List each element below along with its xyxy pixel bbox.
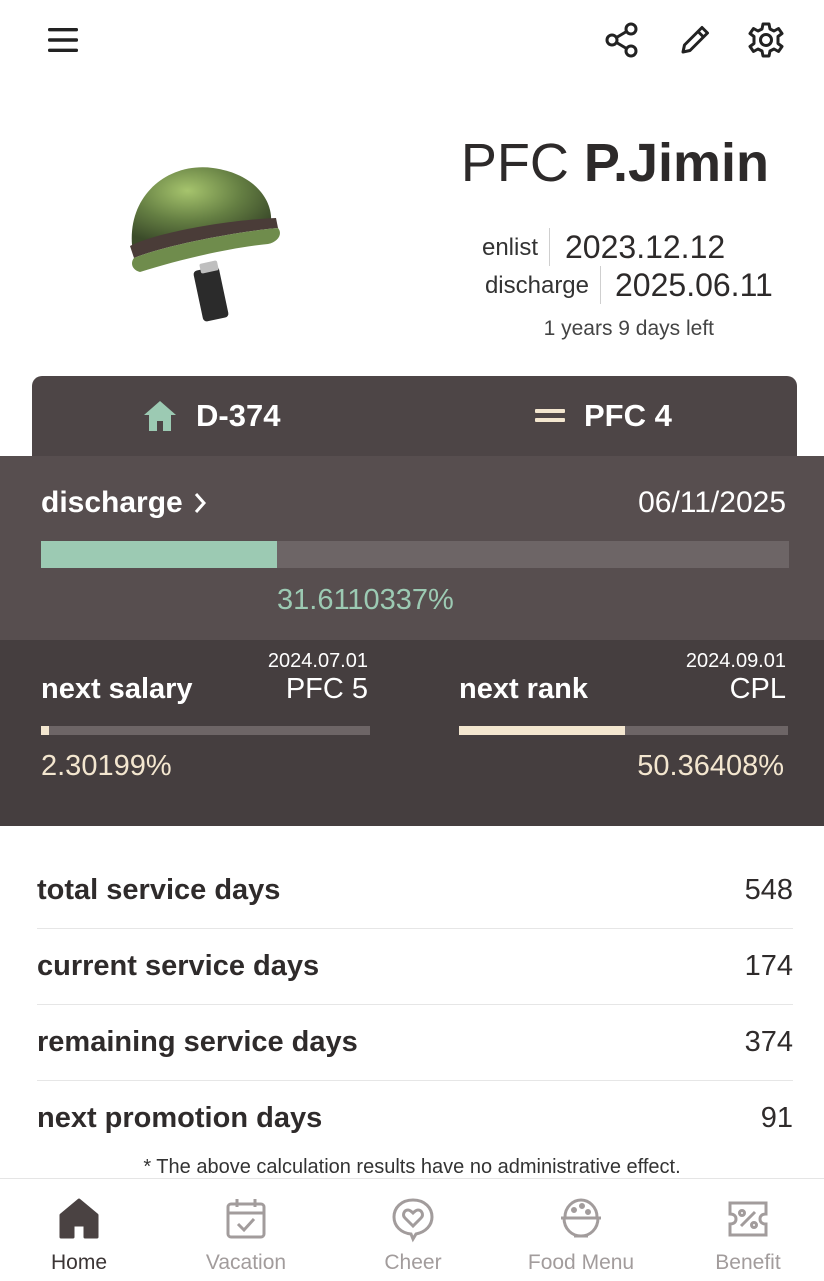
discharge-date: 2025.06.11 — [615, 267, 773, 303]
discharge-progress-bar — [41, 541, 789, 568]
nav-label: Benefit — [715, 1251, 781, 1274]
stat-value: 548 — [744, 873, 793, 906]
bottom-navigation: Home Vacation Cheer Food Menu — [0, 1178, 824, 1281]
tab-strip: D-374 PFC 4 — [32, 376, 797, 456]
stat-value: 91 — [760, 1101, 793, 1134]
discharge-progress-date: 06/11/2025 — [638, 486, 786, 519]
stat-value: 374 — [744, 1025, 793, 1058]
rank-label: PFC 4 — [584, 398, 672, 433]
next-rank-label: next rank — [459, 673, 588, 705]
nav-food-menu[interactable]: Food Menu — [499, 1179, 663, 1281]
rice-bowl-icon — [561, 1198, 601, 1238]
enlist-label: enlist — [481, 234, 538, 261]
divider — [549, 228, 550, 266]
nav-vacation[interactable]: Vacation — [164, 1179, 328, 1281]
rank-bars-icon — [535, 409, 565, 422]
settings-button[interactable] — [742, 16, 790, 64]
stat-row-remaining: remaining service days 374 — [37, 1004, 793, 1081]
next-salary-date: 2024.07.01 — [267, 650, 368, 672]
disclaimer-text: * The above calculation results have no … — [143, 1156, 681, 1178]
discharge-label: discharge — [484, 272, 589, 299]
stat-row-current: current service days 174 — [37, 928, 793, 1005]
discharge-progress-fill — [41, 541, 278, 568]
soldier-name: PFC P.Jimin — [461, 132, 769, 194]
stat-row-total: total service days 548 — [37, 852, 793, 929]
rank-text: PFC — [460, 133, 569, 193]
next-salary-percent: 2.30199% — [41, 750, 172, 782]
dday-label: D-374 — [196, 398, 281, 433]
nav-label: Home — [50, 1251, 108, 1274]
stat-row-promotion: next promotion days 91 — [37, 1080, 793, 1156]
discharge-progress-label: discharge — [41, 486, 183, 519]
helmet-avatar-icon — [130, 167, 280, 322]
discharge-link[interactable]: discharge — [41, 486, 209, 520]
next-rank-bar — [459, 726, 788, 735]
pencil-icon — [681, 26, 709, 54]
hamburger-menu-icon — [48, 28, 78, 52]
stat-label: remaining service days — [37, 1025, 358, 1058]
home-icon — [144, 401, 176, 431]
next-progress-panel: 2024.07.01 next salary PFC 5 2.30199% 20… — [0, 640, 824, 826]
next-rank-target: CPL — [729, 673, 786, 705]
days-left-text: 1 years 9 days left — [543, 317, 714, 340]
divider — [600, 266, 601, 304]
stat-label: next promotion days — [37, 1101, 323, 1134]
next-rank-percent: 50.36408% — [637, 750, 784, 782]
nav-label: Vacation — [205, 1251, 287, 1274]
coupon-icon — [728, 1201, 768, 1237]
home-icon — [59, 1198, 99, 1239]
stat-label: current service days — [37, 949, 320, 982]
stat-value: 174 — [744, 949, 793, 982]
stat-label: total service days — [37, 873, 281, 906]
nav-label: Food Menu — [527, 1251, 635, 1274]
nav-label: Cheer — [384, 1251, 442, 1274]
gear-icon — [748, 22, 784, 58]
share-icon — [605, 22, 638, 58]
next-rank-date: 2024.09.01 — [685, 650, 786, 672]
discharge-progress-percent: 31.6110337% — [277, 584, 454, 616]
share-button[interactable] — [598, 16, 646, 64]
menu-button[interactable] — [39, 16, 87, 64]
discharge-progress-panel: discharge 06/11/2025 31.6110337% — [0, 456, 824, 640]
edit-button[interactable] — [671, 16, 719, 64]
heart-bubble-icon — [392, 1198, 434, 1243]
name-text: P.Jimin — [583, 133, 769, 193]
nav-cheer[interactable]: Cheer — [331, 1179, 495, 1281]
next-salary-label: next salary — [41, 673, 193, 705]
next-salary-bar — [41, 726, 370, 735]
calendar-check-icon — [226, 1199, 266, 1239]
nav-benefit[interactable]: Benefit — [666, 1179, 824, 1281]
next-salary-fill — [41, 726, 49, 735]
tab-dday[interactable]: D-374 — [142, 376, 280, 456]
chevron-right-icon — [194, 493, 206, 513]
next-rank-fill — [459, 726, 625, 735]
nav-home[interactable]: Home — [0, 1179, 161, 1281]
tab-rank[interactable]: PFC 4 — [534, 376, 672, 456]
enlist-date: 2023.12.12 — [565, 229, 726, 265]
next-salary-target: PFC 5 — [285, 673, 368, 705]
